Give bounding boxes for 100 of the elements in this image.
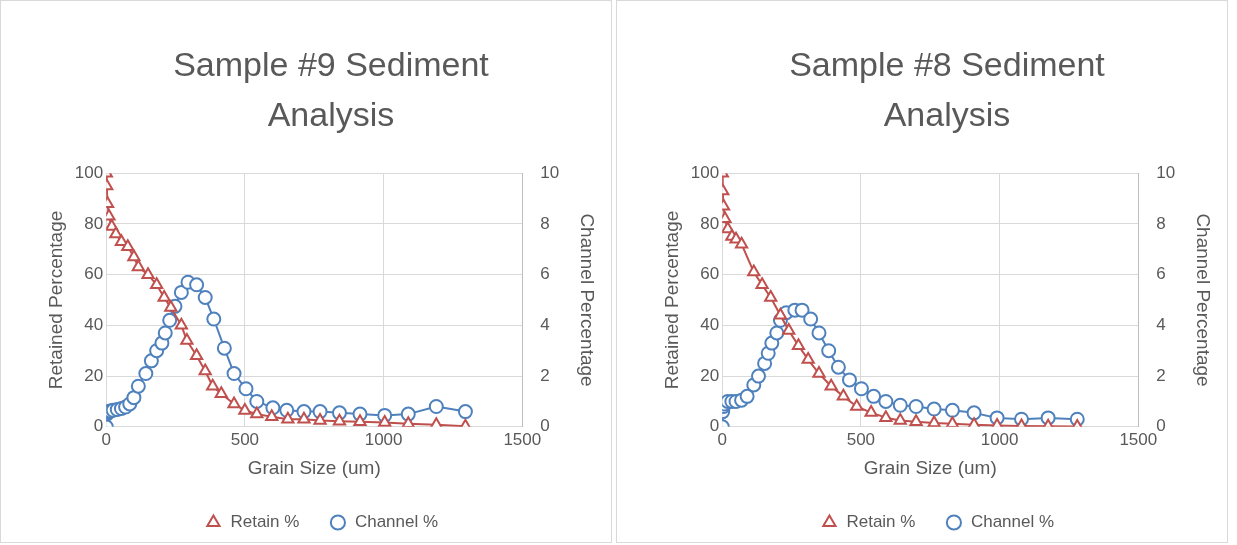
point — [265, 409, 279, 421]
point — [162, 312, 178, 328]
point — [878, 393, 894, 409]
y-tick-label: 20 — [84, 365, 104, 385]
point — [189, 348, 204, 361]
point — [909, 414, 923, 426]
y-tick-label: 100 — [690, 162, 720, 182]
y2-tick-label: 0 — [1156, 416, 1166, 436]
point — [197, 289, 213, 305]
point — [836, 388, 851, 401]
x-axis-title: Grain Size (um) — [247, 456, 381, 478]
point — [811, 325, 827, 341]
legend-label: Retain % — [230, 512, 300, 532]
y2-tick-label: 6 — [1156, 264, 1166, 284]
legend-label: Channel % — [970, 512, 1055, 532]
point — [127, 249, 141, 262]
point — [853, 381, 869, 397]
point — [157, 325, 173, 341]
legend-label: Retain % — [846, 512, 916, 532]
x-tick-label: 500 — [846, 429, 876, 449]
point — [227, 396, 241, 409]
x-tick-label: 1000 — [980, 429, 1019, 449]
y2-tick-label: 2 — [1156, 365, 1166, 385]
point — [141, 267, 155, 279]
point — [764, 289, 778, 302]
point — [791, 338, 806, 350]
point — [198, 363, 212, 376]
point — [821, 343, 837, 359]
x-axis-title: Grain Size (um) — [863, 456, 997, 478]
point — [130, 378, 146, 394]
point — [150, 277, 164, 290]
y-tick-label: 100 — [74, 162, 104, 182]
point — [131, 259, 145, 272]
point — [206, 378, 220, 391]
point — [216, 340, 232, 356]
y2-axis-title: Channel Percentage — [577, 213, 599, 387]
point — [908, 399, 924, 415]
point — [966, 405, 982, 421]
y-tick-label: 0 — [93, 416, 104, 436]
point — [238, 381, 254, 397]
point — [249, 393, 265, 409]
point — [457, 404, 473, 420]
point — [313, 412, 327, 425]
point — [180, 333, 194, 345]
y-axis-title: Retained Percentage — [44, 210, 66, 390]
y2-tick-label: 8 — [540, 213, 550, 233]
y2-tick-label: 8 — [1156, 213, 1166, 233]
chart-title: Sample #9 Sediment Analysis — [172, 44, 490, 135]
point — [893, 412, 907, 425]
point — [214, 386, 228, 399]
point — [830, 359, 846, 375]
point — [428, 399, 444, 415]
point — [944, 402, 960, 418]
point — [206, 311, 222, 327]
y-axis-title: Retained Percentage — [660, 210, 682, 390]
point — [751, 368, 767, 384]
point — [812, 366, 826, 378]
point — [864, 405, 878, 417]
point — [138, 366, 154, 382]
y2-tick-label: 0 — [540, 416, 550, 436]
y-tick-label: 20 — [700, 365, 720, 385]
point — [824, 378, 838, 391]
point — [164, 300, 178, 312]
point — [879, 410, 893, 422]
point — [739, 388, 755, 404]
y-tick-label: 60 — [700, 264, 720, 284]
y-tick-label: 0 — [709, 416, 720, 436]
point — [250, 406, 264, 419]
point — [238, 403, 252, 415]
point — [174, 317, 188, 330]
point — [126, 390, 142, 406]
point — [773, 307, 788, 320]
x-tick-label: 1000 — [364, 429, 403, 449]
point — [226, 366, 242, 382]
point — [173, 284, 189, 300]
y-tick-label: 40 — [700, 315, 720, 335]
point — [332, 413, 347, 426]
point — [378, 414, 392, 427]
point — [747, 264, 761, 277]
y-tick-label: 80 — [84, 213, 104, 233]
y2-tick-label: 10 — [1156, 162, 1176, 182]
y2-axis-title: Channel Percentage — [1193, 213, 1215, 387]
point — [842, 372, 857, 388]
point — [769, 325, 785, 341]
point — [121, 239, 135, 251]
y2-tick-label: 4 — [540, 315, 550, 335]
y2-tick-label: 4 — [1156, 315, 1166, 335]
y2-tick-label: 2 — [540, 365, 550, 385]
y2-tick-label: 6 — [540, 264, 550, 284]
x-tick-label: 500 — [230, 429, 260, 449]
point — [801, 352, 815, 364]
point — [866, 388, 882, 404]
point — [157, 289, 171, 302]
y-tick-label: 60 — [84, 264, 104, 284]
legend-label: Channel % — [354, 512, 439, 532]
point — [850, 399, 864, 411]
y-tick-label: 80 — [700, 213, 720, 233]
y2-tick-label: 10 — [540, 162, 560, 182]
x-tick-label: 1500 — [503, 429, 542, 449]
point — [109, 226, 123, 239]
